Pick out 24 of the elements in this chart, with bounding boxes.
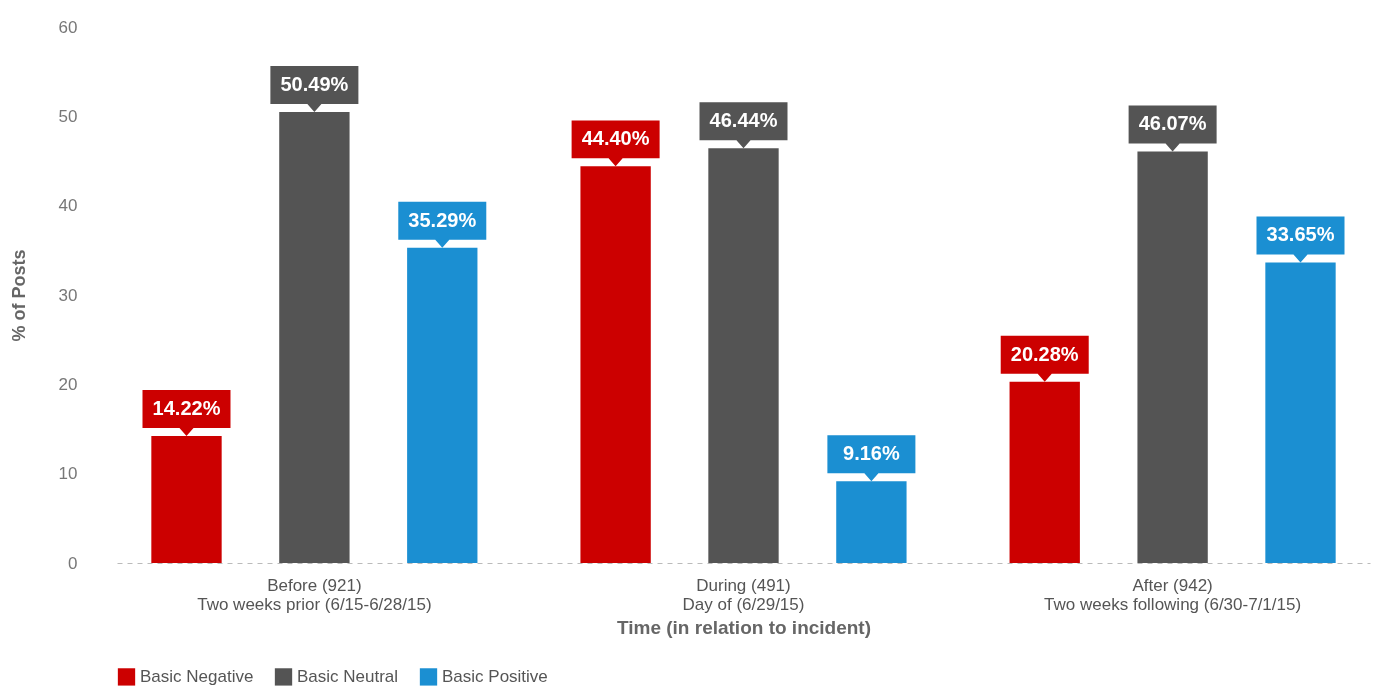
data-label: 46.07% (1138, 112, 1207, 135)
legend-label: Basic Positive (442, 666, 548, 686)
y-tick-label: 40 (58, 196, 78, 216)
x-tick-label: After (942) Two weeks following (6/30-7/1/15) (1044, 575, 1302, 614)
x-axis-title: Time (in relation to incident) (616, 616, 872, 638)
y-tick-label: 0 (68, 553, 78, 573)
legend-label: Basic Negative (140, 666, 254, 686)
y-tick-label: 30 (58, 285, 78, 305)
data-label: 20.28% (1010, 342, 1079, 365)
y-tick-label: 10 (58, 464, 78, 484)
data-label: 9.16% (843, 442, 900, 465)
y-axis-title: % of Posts (8, 249, 29, 342)
legend-label: Basic Neutral (297, 666, 399, 686)
data-label: 35.29% (408, 208, 477, 231)
data-label: 50.49% (280, 72, 349, 95)
y-tick-label: 60 (58, 17, 78, 37)
y-tick-label: 20 (58, 374, 78, 394)
data-label: 14.22% (152, 396, 221, 419)
x-tick-label: During (491) Day of (6/29/15) (682, 575, 805, 614)
x-tick-label: Before (921) Two weeks prior (6/15-6/28/15) (197, 575, 432, 614)
y-tick-label: 50 (58, 106, 78, 126)
data-label: 46.44% (709, 109, 778, 132)
data-label: 44.40% (581, 127, 650, 150)
data-label: 33.65% (1266, 223, 1335, 246)
